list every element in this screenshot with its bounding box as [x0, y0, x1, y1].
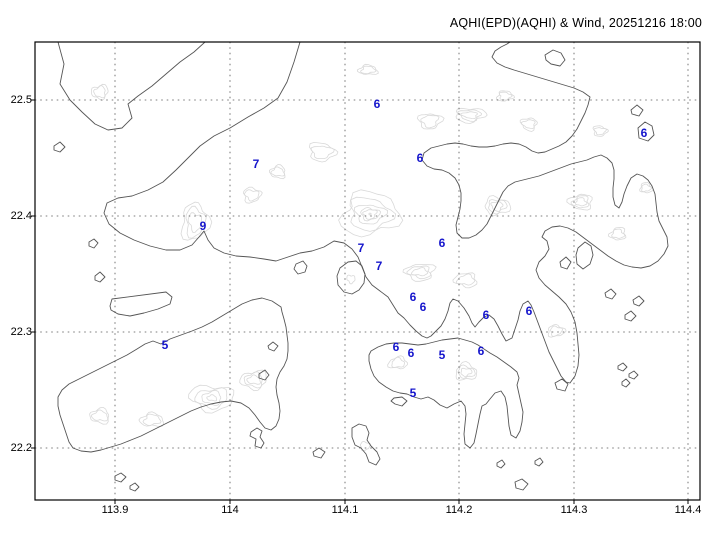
station-aqhi-value: 5 — [409, 386, 417, 400]
station-aqhi-value: 6 — [373, 97, 381, 111]
station-aqhi-value: 6 — [477, 344, 485, 358]
map-title: AQHI(EPD)(AQHI) & Wind, 20251216 18:00 — [449, 16, 702, 30]
x-tick-label: 114.1 — [331, 504, 359, 516]
station-aqhi-value: 6 — [482, 308, 490, 322]
y-tick-label: 22.2 — [10, 442, 32, 454]
station-aqhi-value: 5 — [438, 348, 446, 362]
station-aqhi-value: 6 — [525, 304, 533, 318]
station-aqhi-value: 6 — [419, 300, 427, 314]
station-aqhi-value: 7 — [252, 157, 260, 171]
y-tick-label: 22.5 — [10, 94, 32, 106]
terrain-contours — [89, 63, 654, 452]
station-aqhi-value: 6 — [640, 126, 648, 140]
station-aqhi-value: 5 — [161, 338, 169, 352]
y-tick-label: 22.3 — [10, 326, 32, 338]
x-tick-label: 114 — [221, 504, 239, 516]
station-aqhi-value: 6 — [407, 346, 415, 360]
station-aqhi-value: 6 — [438, 236, 446, 250]
station-aqhi-value: 6 — [416, 151, 424, 165]
x-tick-label: 114.3 — [560, 504, 588, 516]
y-tick-label: 22.4 — [10, 210, 32, 222]
plot-frame — [34, 41, 701, 501]
station-aqhi-value: 7 — [357, 241, 365, 255]
x-tick-label: 113.9 — [101, 504, 129, 516]
station-aqhi-value: 9 — [199, 219, 207, 233]
coastlines — [53, 42, 669, 492]
station-aqhi-value: 7 — [375, 259, 383, 273]
x-tick-label: 114.4 — [674, 504, 702, 516]
station-aqhi-value: 6 — [409, 290, 417, 304]
latlon-grid — [35, 42, 700, 500]
x-tick-label: 114.2 — [445, 504, 473, 516]
station-aqhi-value: 6 — [392, 340, 400, 354]
